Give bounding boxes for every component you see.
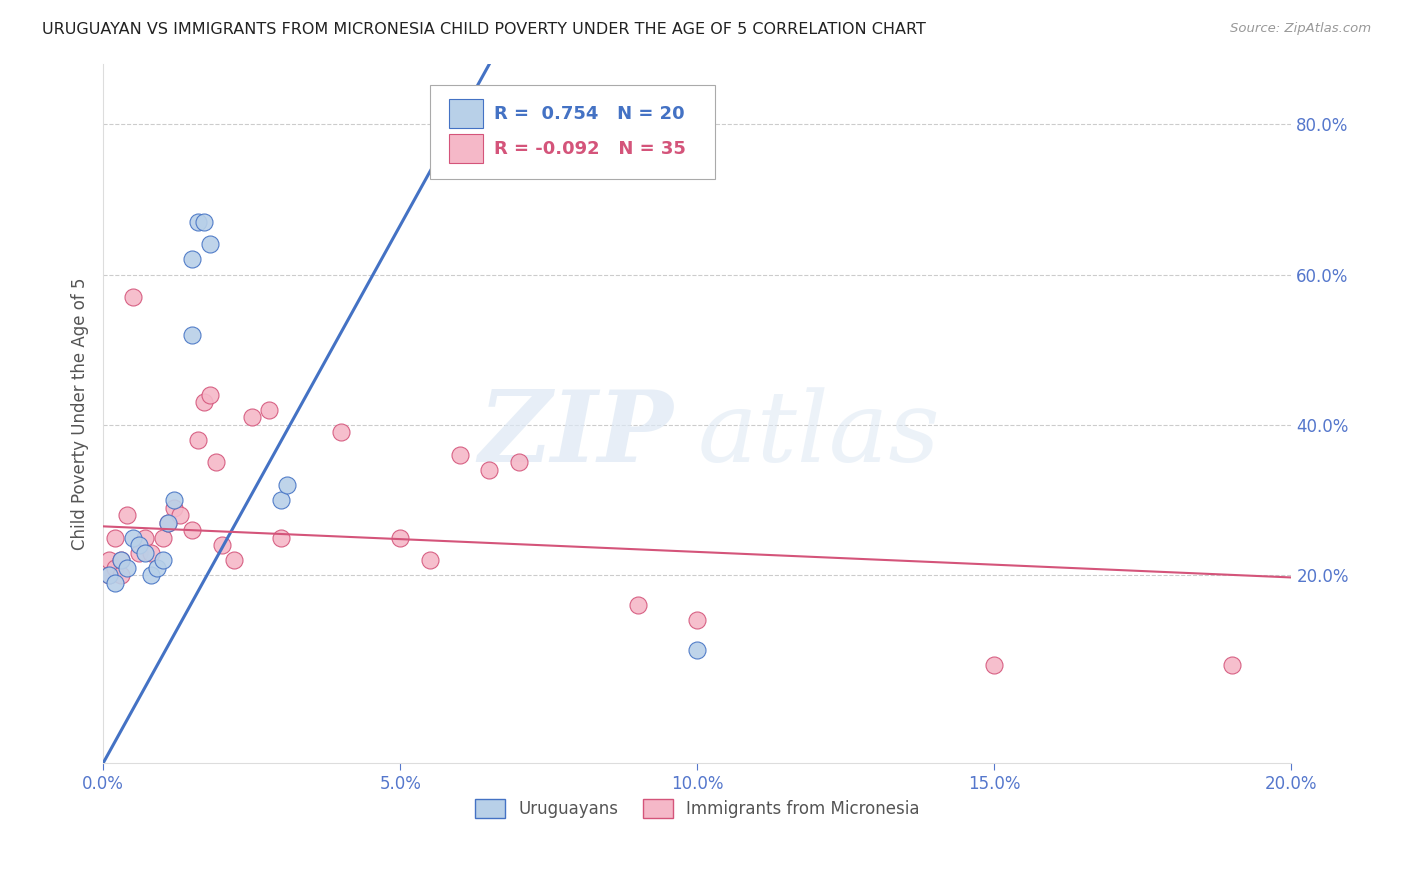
- Point: [152, 531, 174, 545]
- Point: [98, 568, 121, 582]
- FancyBboxPatch shape: [449, 134, 484, 163]
- Point: [115, 560, 138, 574]
- Point: [240, 410, 263, 425]
- Point: [110, 568, 132, 582]
- Point: [157, 516, 180, 530]
- Point: [98, 568, 121, 582]
- Point: [181, 252, 204, 267]
- Point: [270, 531, 292, 545]
- Text: R =  0.754   N = 20: R = 0.754 N = 20: [494, 104, 685, 123]
- Point: [449, 448, 471, 462]
- Point: [121, 290, 143, 304]
- Point: [983, 658, 1005, 673]
- Point: [181, 327, 204, 342]
- Point: [270, 493, 292, 508]
- Legend: Uruguayans, Immigrants from Micronesia: Uruguayans, Immigrants from Micronesia: [468, 792, 927, 825]
- Point: [211, 538, 233, 552]
- Point: [110, 553, 132, 567]
- Point: [139, 546, 162, 560]
- Point: [198, 388, 221, 402]
- FancyBboxPatch shape: [430, 85, 716, 179]
- Point: [193, 215, 215, 229]
- Point: [115, 508, 138, 522]
- FancyBboxPatch shape: [449, 99, 484, 128]
- Point: [193, 395, 215, 409]
- Point: [686, 643, 709, 657]
- Point: [152, 553, 174, 567]
- Point: [134, 546, 156, 560]
- Point: [104, 531, 127, 545]
- Point: [139, 568, 162, 582]
- Point: [419, 553, 441, 567]
- Point: [104, 575, 127, 590]
- Point: [222, 553, 245, 567]
- Point: [508, 455, 530, 469]
- Point: [198, 237, 221, 252]
- Point: [205, 455, 228, 469]
- Point: [187, 433, 209, 447]
- Point: [110, 553, 132, 567]
- Point: [163, 500, 186, 515]
- Point: [627, 599, 650, 613]
- Point: [121, 531, 143, 545]
- Text: ZIP: ZIP: [478, 386, 673, 483]
- Point: [145, 560, 167, 574]
- Point: [478, 463, 501, 477]
- Point: [686, 613, 709, 627]
- Text: R = -0.092   N = 35: R = -0.092 N = 35: [494, 140, 686, 158]
- Point: [187, 215, 209, 229]
- Point: [128, 538, 150, 552]
- Point: [389, 531, 412, 545]
- Y-axis label: Child Poverty Under the Age of 5: Child Poverty Under the Age of 5: [72, 277, 89, 549]
- Point: [163, 493, 186, 508]
- Point: [1220, 658, 1243, 673]
- Point: [104, 560, 127, 574]
- Text: URUGUAYAN VS IMMIGRANTS FROM MICRONESIA CHILD POVERTY UNDER THE AGE OF 5 CORRELA: URUGUAYAN VS IMMIGRANTS FROM MICRONESIA …: [42, 22, 927, 37]
- Point: [169, 508, 191, 522]
- Point: [134, 531, 156, 545]
- Point: [329, 425, 352, 440]
- Point: [98, 553, 121, 567]
- Text: atlas: atlas: [697, 387, 941, 483]
- Point: [181, 523, 204, 537]
- Text: Source: ZipAtlas.com: Source: ZipAtlas.com: [1230, 22, 1371, 36]
- Point: [259, 402, 281, 417]
- Point: [157, 516, 180, 530]
- Point: [128, 546, 150, 560]
- Point: [276, 478, 298, 492]
